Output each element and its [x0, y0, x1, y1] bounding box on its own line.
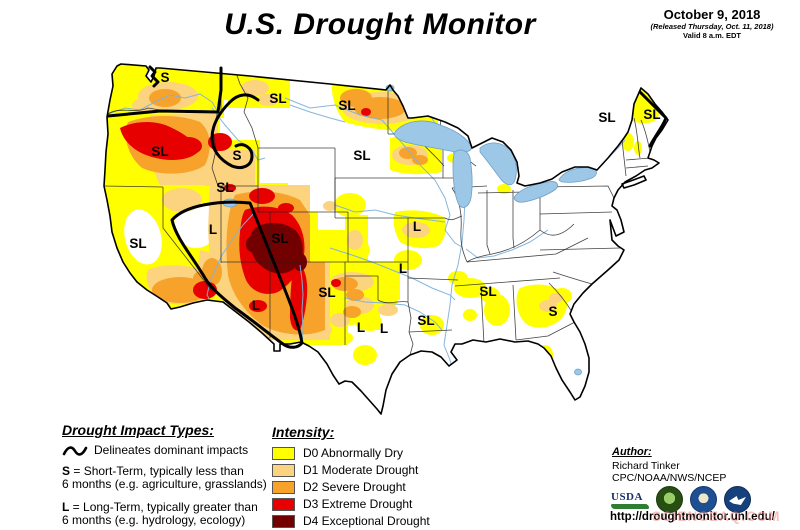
delineates-label: Delineates dominant impacts — [94, 442, 249, 457]
intensity-legend: Intensity: D0 Abnormally Dry D1 Moderate … — [272, 424, 452, 530]
long-island — [621, 175, 647, 189]
long-term-definition: L = Long-Term, typically greater than 6 m… — [62, 499, 258, 527]
impact-label-sl: SL — [598, 110, 615, 125]
impact-label-sl: SL — [353, 148, 370, 163]
impact-label-sl: SL — [643, 107, 660, 122]
short-term-definition: S = Short-Term, typically less than 6 mon… — [62, 463, 267, 491]
impact-label-sl: SL — [479, 284, 496, 299]
impact-label-s: S — [548, 304, 557, 319]
impact-label-s: S — [160, 70, 169, 85]
intensity-label: D4 Exceptional Drought — [303, 514, 430, 528]
d0-swatch — [272, 446, 295, 460]
drought-monitor-url[interactable]: http://droughtmonitor.unl.edu/ — [610, 511, 775, 523]
impact-label-sl: SL — [271, 231, 288, 246]
impact-label-s: S — [232, 148, 241, 163]
impact-delineation-lines — [106, 65, 668, 349]
author-heading: Author: — [612, 446, 652, 458]
intensity-item-d3: D3 Extreme Drought — [272, 497, 452, 511]
impact-label-sl: SL — [129, 236, 146, 251]
intensity-item-d0: D0 Abnormally Dry — [272, 446, 452, 460]
commerce-seal-logo — [690, 486, 717, 513]
page-title: U.S. Drought Monitor — [224, 8, 536, 41]
impact-label-l: L — [252, 298, 260, 313]
impact-label-sl: SL — [269, 91, 286, 106]
d4-swatch — [272, 514, 295, 528]
impact-label-sl: SL — [417, 313, 434, 328]
author-name: Richard Tinker — [612, 460, 680, 472]
no-drought-holes — [124, 202, 218, 265]
intensity-label: D1 Moderate Drought — [303, 463, 419, 477]
impact-label-sl: SL — [216, 180, 233, 195]
valid-time: Valid 8 a.m. EDT — [683, 30, 741, 40]
author-box: Author: Richard Tinker CPC/NOAA/NWS/NCEP — [612, 446, 726, 484]
great-lakes — [222, 84, 597, 376]
us-outline — [103, 63, 669, 415]
impact-types-legend: Drought Impact Types: Delineates dominan… — [62, 422, 267, 530]
impact-label-l: L — [209, 222, 217, 237]
impact-label-sl: SL — [151, 144, 168, 159]
d2-swatch — [272, 480, 295, 494]
usda-logo: USDA — [611, 488, 649, 512]
impact-label-sl: SL — [318, 285, 335, 300]
impact-label-l: L — [413, 219, 421, 234]
watermark: SCIENCEAQ.COM — [652, 509, 781, 524]
d1-swatch — [272, 463, 295, 477]
intensity-label: D0 Abnormally Dry — [303, 446, 404, 460]
impact-label-l: L — [399, 261, 407, 276]
intensity-label: D2 Severe Drought — [303, 480, 406, 494]
intensity-item-d4: D4 Exceptional Drought — [272, 514, 452, 528]
nifa-logo — [656, 486, 683, 513]
impact-label-l: L — [380, 321, 388, 336]
noaa-logo — [724, 486, 751, 513]
map-date: October 9, 2018 — [663, 7, 761, 22]
drought-shading — [104, 64, 668, 414]
d3-swatch — [272, 497, 295, 511]
impact-label-sl: SL — [338, 98, 355, 113]
date-block: October 9, 2018 (Released Thursday, Oct.… — [628, 7, 796, 40]
release-date: (Released Thursday, Oct. 11, 2018) — [650, 21, 774, 31]
intensity-rows: D0 Abnormally Dry D1 Moderate Drought D2 S… — [272, 446, 452, 528]
agency-logos: USDA — [611, 486, 751, 513]
author-org: CPC/NOAA/NWS/NCEP — [612, 472, 727, 484]
intensity-item-d2: D2 Severe Drought — [272, 480, 452, 494]
intensity-label: D3 Extreme Drought — [303, 497, 413, 511]
impact-types-heading: Drought Impact Types: — [62, 422, 214, 438]
intensity-item-d1: D1 Moderate Drought — [272, 463, 452, 477]
impact-label-l: L — [357, 320, 365, 335]
squiggle-icon — [62, 445, 88, 456]
intensity-heading: Intensity: — [272, 424, 335, 440]
